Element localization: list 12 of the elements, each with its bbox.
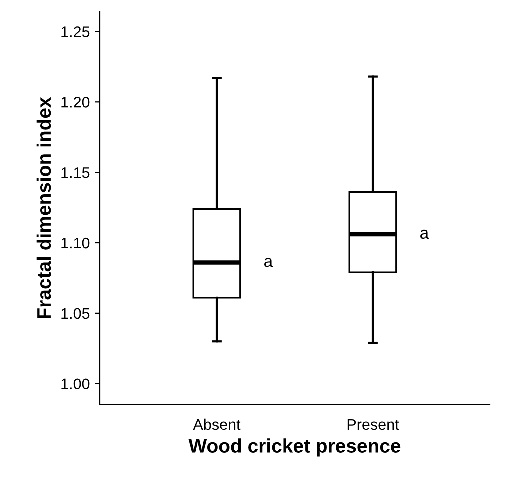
y-tick-label: 1.00 <box>62 378 90 390</box>
x-tick-label: Present <box>348 419 400 430</box>
x-axis-title: Wood cricket presence <box>188 438 401 457</box>
y-tick-label: 1.25 <box>62 26 90 38</box>
annotation: a <box>264 258 274 268</box>
y-tick-label: 1.05 <box>62 308 90 320</box>
y-axis-title: Fractal dimension index <box>36 97 52 318</box>
x-tick-label: Absent <box>193 418 241 430</box>
annotation: a <box>420 230 430 240</box>
y-tick-label: 1.10 <box>62 238 90 249</box>
y-tick-label: 1.20 <box>62 97 90 108</box>
y-tick-label: 1.15 <box>62 168 90 178</box>
